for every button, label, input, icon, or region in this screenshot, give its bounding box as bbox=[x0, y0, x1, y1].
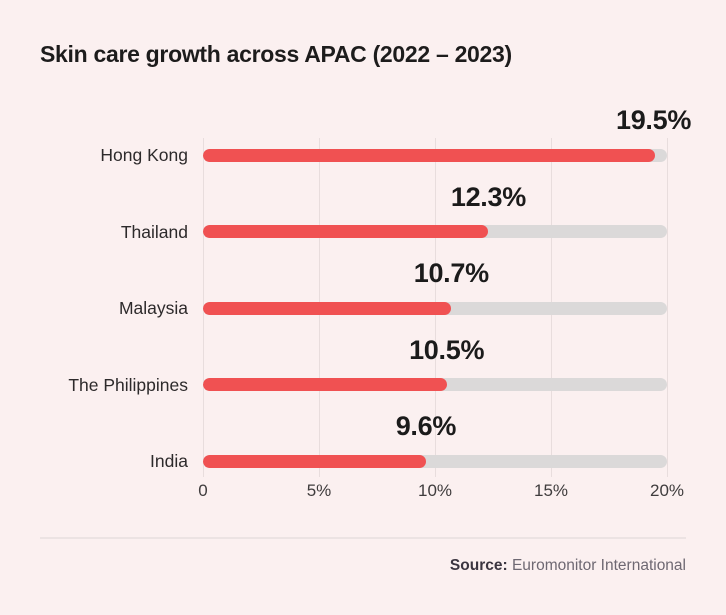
value-label: 10.7% bbox=[413, 258, 489, 288]
category-label: Hong Kong bbox=[100, 145, 188, 165]
bar-track bbox=[203, 148, 667, 162]
x-axis-tick-label: 15% bbox=[533, 481, 569, 500]
bar-track bbox=[203, 378, 667, 391]
x-axis-tick-label: 0 bbox=[198, 481, 208, 500]
bar-track bbox=[203, 225, 667, 238]
bar-fill bbox=[203, 378, 447, 391]
value-label: 19.5% bbox=[616, 105, 692, 135]
bar-track bbox=[203, 301, 667, 315]
bar-fill bbox=[203, 301, 452, 315]
x-axis-tick-label: 5% bbox=[306, 481, 332, 500]
source-label: Source: bbox=[449, 557, 508, 574]
value-label: 10.5% bbox=[409, 334, 485, 365]
category-label: Malaysia bbox=[118, 298, 188, 318]
chart-title: Skin care growth across APAC (2022 – 202… bbox=[40, 41, 512, 67]
category-label: The Philippines bbox=[68, 374, 188, 395]
bar-fill bbox=[203, 148, 656, 162]
bar-fill bbox=[203, 225, 489, 238]
value-label: 9.6% bbox=[395, 411, 457, 441]
gridline bbox=[666, 138, 668, 477]
category-label: Thailand bbox=[120, 221, 188, 242]
category-label: India bbox=[150, 451, 188, 471]
source-note: Source: Euromonitor International bbox=[40, 555, 686, 577]
bar-track bbox=[203, 454, 667, 468]
footer-divider bbox=[40, 537, 686, 539]
x-axis-tick-label: 10% bbox=[417, 481, 453, 500]
source-text: Euromonitor International bbox=[511, 557, 686, 574]
x-axis-tick-label: 20% bbox=[649, 481, 685, 500]
value-label: 12.3% bbox=[450, 181, 526, 212]
bar-fill bbox=[203, 454, 426, 468]
